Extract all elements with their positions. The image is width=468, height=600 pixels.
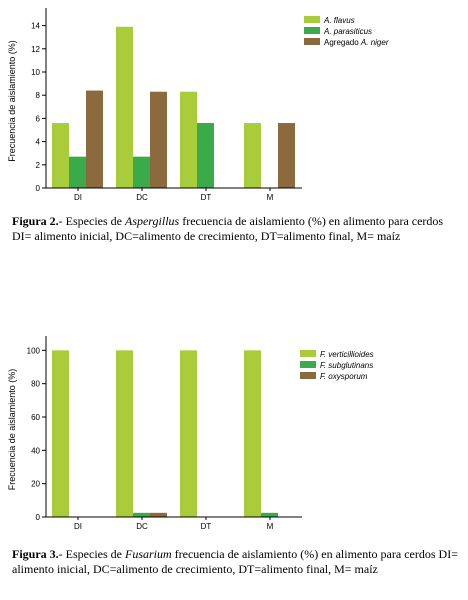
figure-2-caption-pre: - Especies de	[58, 214, 125, 228]
y-tick-label: 14	[31, 22, 40, 31]
fusarium-chart-panel: 0 20 40 60 80 100 DI DC DT M Frecuencia de aislami…	[0, 328, 468, 540]
x-tick-label-di: DI	[74, 522, 82, 531]
y-tick-label: 20	[31, 480, 40, 489]
bar-a-parasiticus-dt	[197, 123, 214, 188]
y-tick-label: 40	[31, 446, 40, 455]
legend-label-f-subglutinans: F. subglutinans	[320, 361, 373, 370]
figure-3-caption-post: frecuencia de aislamiento (%) en aliment…	[12, 547, 458, 576]
y-tick-label: 10	[31, 68, 40, 77]
figure-2-caption: Figura 2.- Especies de Aspergillus frecu…	[12, 214, 462, 244]
bar-a-flavus-dt	[180, 91, 197, 188]
legend-label-a-parasiticus: A. parasiticus	[323, 27, 372, 36]
bar-agregado-a-niger-di	[86, 90, 103, 188]
bar-agregado-a-niger-dc	[150, 91, 167, 188]
bar-a-flavus-di	[52, 123, 69, 188]
bar-a-parasiticus-di	[69, 156, 86, 188]
bar-a-flavus-dc	[116, 26, 133, 189]
y-tick-label: 60	[31, 413, 40, 422]
legend-label-f-verticillioides: F. verticillioides	[320, 350, 374, 359]
y-tick-label: 4	[36, 138, 41, 147]
bar-f-verticillioides-dc	[116, 350, 133, 517]
x-tick-label-m: M	[267, 522, 274, 531]
legend-swatch-a-parasiticus	[304, 27, 320, 34]
x-tick-label-dc: DC	[136, 193, 148, 202]
bar-a-parasiticus-dc	[133, 156, 150, 188]
y-tick-label: 0	[36, 513, 41, 522]
figure-2-caption-post: frecuencia de aislamiento (%) en aliment…	[12, 214, 444, 243]
figure-3-genus: Fusarium	[124, 547, 172, 561]
x-tick-label-di: DI	[74, 193, 82, 202]
legend-swatch-a-flavus	[304, 16, 320, 23]
y-tick-label: 6	[36, 114, 41, 123]
y-tick-label: 0	[36, 184, 41, 193]
legend-label-a-flavus: A. flavus	[323, 16, 355, 25]
bar-a-flavus-m	[244, 123, 261, 188]
bar-f-subglutinans-m	[261, 512, 278, 517]
bar-f-verticillioides-dt	[180, 350, 197, 517]
figure-2-label: Figura 2.	[12, 214, 59, 228]
y-axis-label: Frecuencia de aislamiento (%)	[7, 40, 17, 162]
fusarium-chart: 0 20 40 60 80 100 DI DC DT M Frecuencia de aislami…	[7, 336, 374, 531]
figure-3-caption-pre: - Especies de	[58, 547, 125, 561]
bar-f-verticillioides-di	[52, 350, 69, 517]
legend-swatch-f-verticillioides	[300, 350, 316, 357]
figure-3-label: Figura 3.	[12, 547, 59, 561]
bar-f-subglutinans-dc	[133, 512, 150, 517]
x-tick-label-dt: DT	[201, 522, 212, 531]
aspergillus-chart: 0 2 4 6 8 10 12 14 DI DC DT M Frecuencia de aislamie…	[7, 8, 389, 202]
y-tick-label: 8	[36, 91, 41, 100]
x-tick-label-dt: DT	[201, 193, 212, 202]
legend-label-agregado-a-niger: Agregado A. niger	[324, 38, 389, 47]
legend-label-f-oxysporum: F. oxysporum	[320, 372, 368, 381]
y-axis-label: Frecuencia de aislamiento (%)	[7, 369, 17, 491]
y-tick-label: 100	[27, 346, 41, 355]
legend-swatch-agregado-a-niger	[304, 38, 320, 45]
x-tick-label-dc: DC	[136, 522, 148, 531]
y-tick-label: 80	[31, 380, 40, 389]
bar-agregado-a-niger-m	[278, 123, 295, 188]
x-tick-label-m: M	[267, 193, 274, 202]
y-tick-label: 2	[36, 161, 41, 170]
aspergillus-chart-panel: 0 2 4 6 8 10 12 14 DI DC DT M Frecuencia de aislamie…	[0, 0, 468, 208]
y-tick-label: 12	[31, 45, 40, 54]
bar-f-verticillioides-m	[244, 350, 261, 517]
legend-swatch-f-subglutinans	[300, 361, 316, 368]
bar-f-oxysporum-dc	[150, 512, 167, 517]
figure-3-caption: Figura 3.- Especies de Fusarium frecuenc…	[12, 547, 462, 577]
figure-2-genus: Aspergillus	[124, 214, 180, 228]
legend-swatch-f-oxysporum	[300, 372, 316, 379]
